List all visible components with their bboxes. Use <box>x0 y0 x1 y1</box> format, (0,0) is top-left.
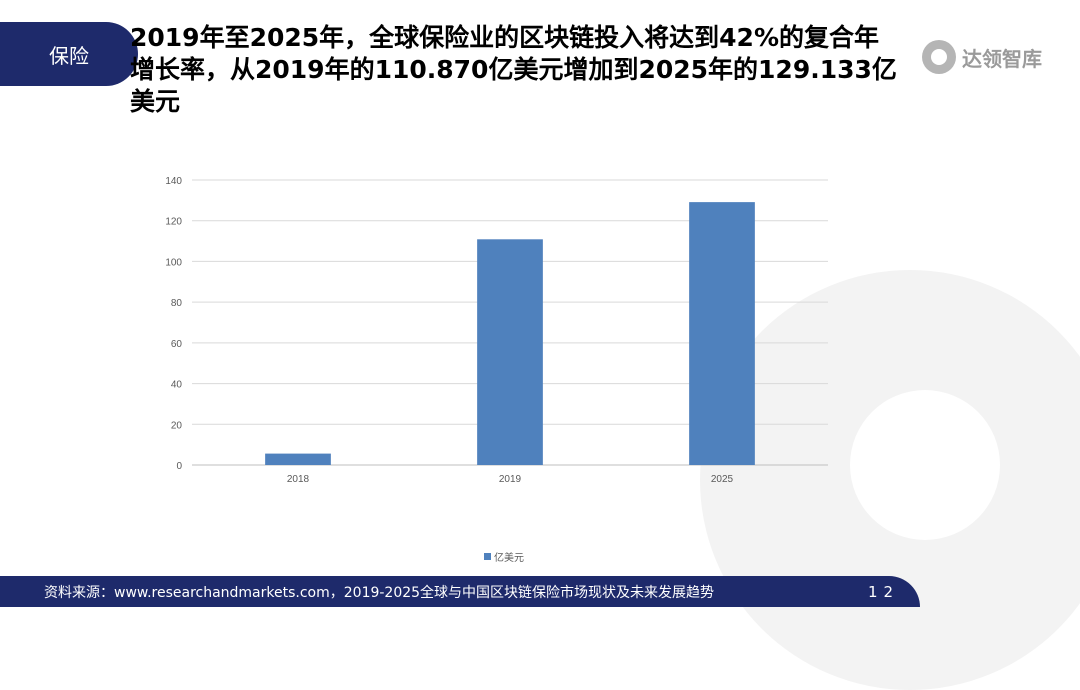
chart-bars <box>265 202 755 465</box>
y-tick-label: 0 <box>176 461 182 472</box>
bar <box>477 239 543 465</box>
y-tick-label: 100 <box>165 257 182 268</box>
x-tick-label: 2018 <box>287 474 310 485</box>
y-tick-label: 140 <box>165 176 182 187</box>
source-note: 资料来源：www.researchandmarkets.com，2019-202… <box>44 584 715 601</box>
footer-bar: 资料来源：www.researchandmarkets.com，2019-202… <box>0 576 920 607</box>
x-tick-label: 2025 <box>711 474 734 485</box>
legend-label: 亿美元 <box>494 551 524 564</box>
page-number: 12 <box>868 582 900 601</box>
logo-text: 达领智库 <box>962 46 1042 71</box>
bar-chart: 0 20 40 60 80 100 120 140 2018 2019 2025 亿美元 <box>165 176 828 564</box>
y-tick-label: 80 <box>171 298 183 309</box>
y-tick-label: 120 <box>165 217 182 228</box>
y-tick-label: 20 <box>171 420 183 431</box>
bar <box>689 202 755 465</box>
legend-swatch <box>484 553 491 560</box>
x-axis-ticks: 2018 2019 2025 <box>287 474 734 485</box>
chart-legend: 亿美元 <box>484 551 524 564</box>
y-axis-ticks: 0 20 40 60 80 100 120 140 <box>165 176 182 472</box>
y-tick-label: 40 <box>171 380 183 391</box>
section-tag: 保险 <box>0 22 138 86</box>
page-title: 2019年至2025年，全球保险业的区块链投入将达到42%的复合年增长率，从20… <box>130 23 897 116</box>
bar <box>265 453 331 465</box>
brand-logo: 达领智库 <box>922 40 1042 74</box>
y-tick-label: 60 <box>171 339 183 350</box>
section-tag-label: 保险 <box>49 43 89 68</box>
logo-icon <box>922 40 956 74</box>
x-tick-label: 2019 <box>499 474 522 485</box>
